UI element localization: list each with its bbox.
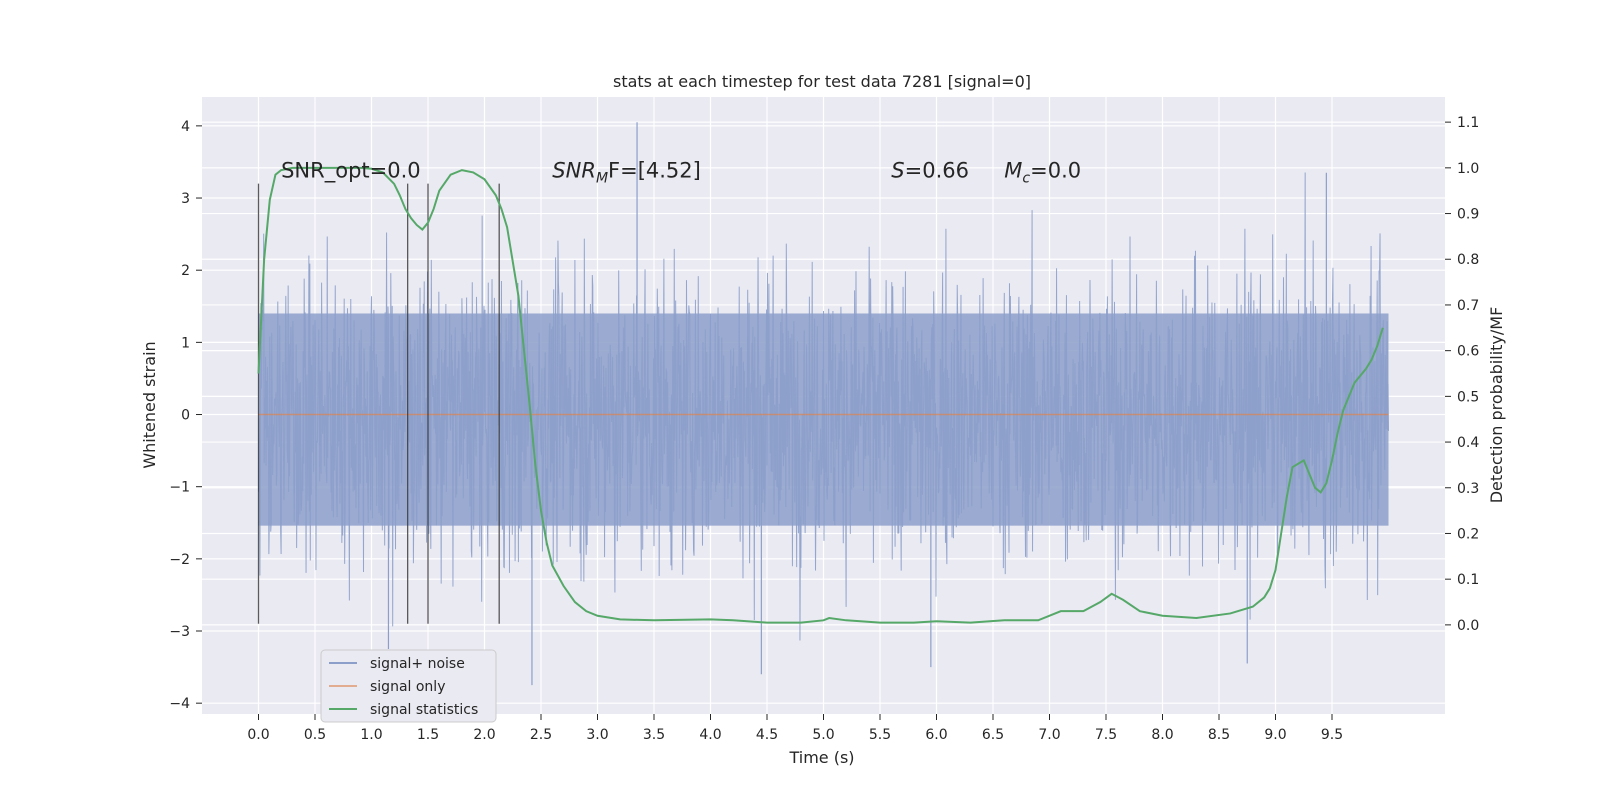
noise-trace	[258, 172, 1389, 641]
y2-tick-label-0: 0.0	[1457, 618, 1479, 634]
x-tick-label-15: 7.5	[1095, 727, 1117, 743]
annotation-3: Mc=0.0	[1004, 159, 1081, 187]
x-tick-label-0: 0.0	[247, 727, 269, 743]
x-tick-label-7: 3.5	[643, 727, 665, 743]
legend: signal+ noise signal only signal statist…	[320, 649, 497, 723]
x-tick-label-1: 0.5	[304, 727, 326, 743]
y2-tick-label-5: 0.5	[1457, 389, 1479, 405]
series-signal-noise	[258, 122, 1389, 686]
y-tick-label-7: 3	[181, 191, 190, 207]
y2-tick-label-10: 1.0	[1457, 161, 1479, 177]
signal-statistics-line	[257, 166, 1384, 624]
x-tick-label-9: 4.5	[756, 727, 778, 743]
x-tick-label-10: 5.0	[812, 727, 834, 743]
y-axis-right-label: Detection probability/MF	[1487, 307, 1506, 504]
y2-tick-label-6: 0.6	[1457, 344, 1479, 360]
x-tick-label-16: 8.0	[1151, 727, 1173, 743]
y2-tick-label-9: 0.9	[1457, 207, 1479, 223]
x-tick-label-14: 7.0	[1038, 727, 1060, 743]
annotations: SNR_opt=0.0 SNRMF=[4.52] S=0.66 Mc=0.0	[281, 159, 1081, 187]
y2-tick-label-8: 0.8	[1457, 252, 1479, 268]
y-axis-left-label: Whitened strain	[140, 341, 159, 468]
y2-tick-label-1: 0.1	[1457, 572, 1479, 588]
x-tick-label-5: 2.5	[530, 727, 552, 743]
annotation-0: SNR_opt=0.0	[281, 159, 421, 184]
chart-title: stats at each timestep for test data 728…	[613, 72, 1031, 91]
y-tick-label-0: −4	[169, 696, 190, 712]
x-tick-label-17: 8.5	[1208, 727, 1230, 743]
y2-tick-label-3: 0.3	[1457, 481, 1479, 497]
x-tick-label-8: 4.0	[699, 727, 721, 743]
y-tick-label-8: 4	[181, 119, 190, 135]
marker-lines	[257, 183, 500, 624]
x-axis-label: Time (s)	[788, 748, 854, 767]
x-tick-label-11: 5.5	[869, 727, 891, 743]
x-tick-label-3: 1.5	[417, 727, 439, 743]
x-axis-ticks: 0.0 0.5 1.0 1.5 2.0 2.5 3.0 3.5 4.0 4.5 5.0 5.5 6.0 6…	[247, 714, 1343, 743]
y2-tick-label-7: 0.7	[1457, 298, 1479, 314]
x-tick-label-13: 6.5	[982, 727, 1004, 743]
x-tick-label-12: 6.0	[925, 727, 947, 743]
legend-box	[320, 649, 497, 723]
x-tick-label-19: 9.5	[1321, 727, 1343, 743]
y2-tick-label-4: 0.4	[1457, 435, 1479, 451]
y-tick-label-2: −2	[169, 552, 190, 568]
legend-label-signal-noise: signal+ noise	[370, 656, 465, 672]
y-tick-label-5: 1	[181, 335, 190, 351]
legend-label-signal-only: signal only	[370, 679, 445, 695]
series-signal-statistics	[257, 166, 1384, 624]
y-axis-left-ticks: −4 −3 −2 −1 0 1 2 3 4	[169, 119, 202, 712]
y2-tick-label-11: 1.1	[1457, 115, 1479, 131]
x-tick-label-6: 3.0	[586, 727, 608, 743]
y2-tick-label-2: 0.2	[1457, 526, 1479, 542]
x-tick-label-18: 9.0	[1264, 727, 1286, 743]
annotation-1: SNRMF=[4.52]	[552, 159, 701, 187]
legend-label-signal-statistics: signal statistics	[370, 702, 478, 718]
y-tick-label-4: 0	[181, 408, 190, 424]
y-tick-label-6: 2	[181, 263, 190, 279]
x-tick-label-2: 1.0	[360, 727, 382, 743]
x-tick-label-4: 2.0	[473, 727, 495, 743]
annotation-2: S=0.66	[891, 159, 969, 183]
y-axis-right-ticks: 0.0 0.1 0.2 0.3 0.4 0.5 0.6 0.7 0.8 0.9 1.0 1.1	[1445, 115, 1479, 634]
y-tick-label-1: −3	[169, 624, 190, 640]
y-tick-label-3: −1	[169, 480, 190, 496]
